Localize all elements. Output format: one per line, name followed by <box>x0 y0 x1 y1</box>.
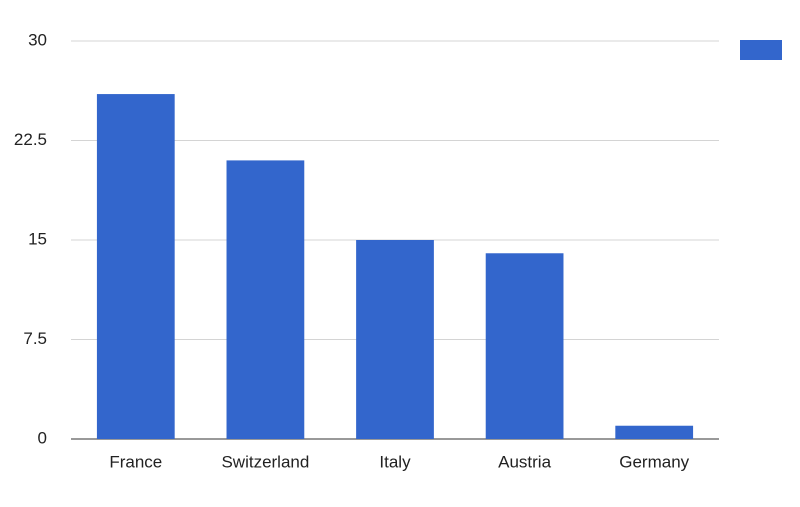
bar <box>96 94 175 440</box>
y-tick-label: 7.5 <box>23 329 47 348</box>
x-tick-label: France <box>109 452 162 471</box>
y-tick-label: 0 <box>38 428 47 447</box>
bar <box>226 160 305 439</box>
x-tick-label: Austria <box>498 452 551 471</box>
bar <box>615 425 694 439</box>
y-tick-label: 22.5 <box>14 130 47 149</box>
bar <box>356 240 434 439</box>
x-tick-label: Italy <box>379 452 411 471</box>
x-tick-label: Germany <box>619 452 689 471</box>
bar <box>485 253 564 439</box>
y-tick-label: 15 <box>28 229 47 248</box>
y-tick-label: 30 <box>28 30 47 49</box>
x-tick-label: Switzerland <box>221 452 309 471</box>
legend-swatch <box>740 40 782 60</box>
